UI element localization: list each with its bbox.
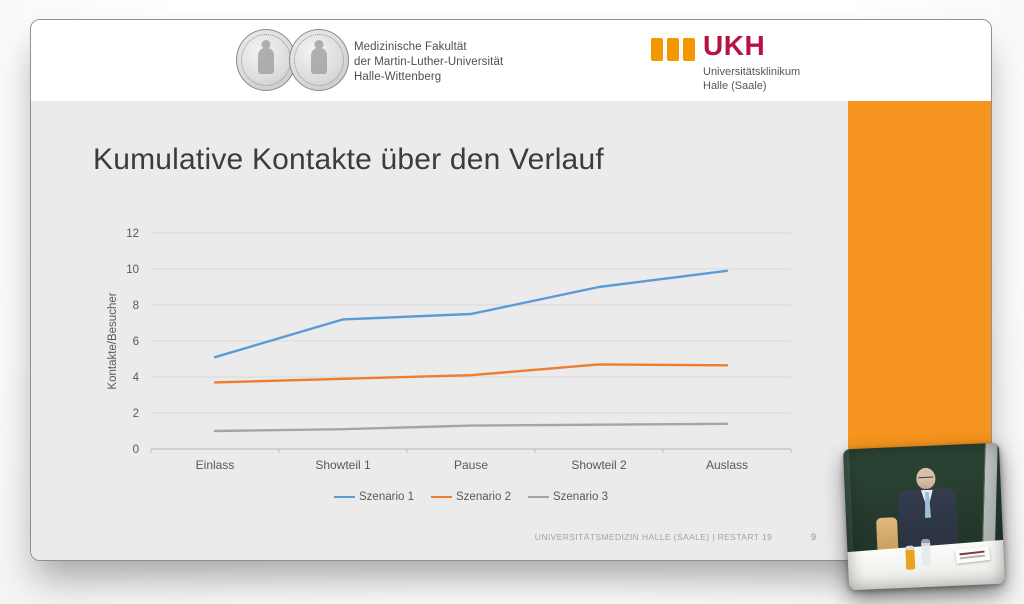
svg-text:Kontakte/Besucher: Kontakte/Besucher bbox=[107, 292, 119, 389]
svg-text:0: 0 bbox=[133, 444, 139, 456]
presentation-window: Medizinische Fakultät der Martin-Luther-… bbox=[30, 19, 992, 561]
svg-text:2: 2 bbox=[133, 408, 139, 420]
slide-title: Kumulative Kontakte über den Verlauf bbox=[93, 143, 604, 176]
ukh-subtitle: Universitätsklinikum Halle (Saale) bbox=[703, 66, 801, 92]
svg-text:Pause: Pause bbox=[454, 458, 488, 472]
svg-text:Auslass: Auslass bbox=[706, 458, 748, 472]
faculty-name: Medizinische Fakultät der Martin-Luther-… bbox=[354, 40, 503, 85]
slide-content: Kumulative Kontakte über den Verlauf 0 2 4… bbox=[31, 101, 991, 560]
faculty-name-line: Halle-Wittenberg bbox=[354, 71, 442, 83]
szenario-1-line-swatch-icon bbox=[334, 495, 356, 499]
speaker-webcam-thumbnail[interactable] bbox=[842, 442, 1006, 591]
faculty-name-line: der Martin-Luther-Universität bbox=[354, 56, 504, 68]
legend-item-szenario-2: Szenario 2 bbox=[431, 491, 511, 503]
svg-text:Showteil 1: Showteil 1 bbox=[315, 458, 371, 472]
svg-text:Showteil 2: Showteil 2 bbox=[571, 458, 627, 472]
slide-header-band: Medizinische Fakultät der Martin-Luther-… bbox=[31, 20, 991, 101]
svg-text:4: 4 bbox=[133, 372, 140, 384]
svg-text:10: 10 bbox=[126, 264, 139, 276]
svg-text:Einlass: Einlass bbox=[196, 458, 235, 472]
szenario-3-line-swatch-icon bbox=[527, 495, 549, 499]
szenario-2-line-swatch-icon bbox=[431, 495, 452, 499]
footer-text: UNIVERSITÄTSMEDIZIN HALLE (SAALE) | REST… bbox=[534, 532, 773, 542]
legend-item-szenario-1: Szenario 1 bbox=[334, 491, 414, 503]
svg-text:8: 8 bbox=[133, 300, 139, 312]
faculty-name-line: Medizinische Fakultät bbox=[354, 41, 467, 53]
university-seal-icon bbox=[289, 29, 349, 91]
line-chart: 0 2 4 6 8 10 12 Einlass Showteil 1 Pause Showteil … bbox=[107, 228, 792, 472]
webcam-vignette bbox=[843, 443, 1005, 591]
page-number: 9 bbox=[811, 532, 817, 542]
svg-text:12: 12 bbox=[126, 228, 139, 240]
legend-item-szenario-3: Szenario 3 bbox=[527, 491, 608, 503]
svg-text:6: 6 bbox=[133, 336, 139, 348]
ukh-bars-icon bbox=[651, 38, 695, 61]
slide-footer: UNIVERSITÄTSMEDIZIN HALLE (SAALE) | REST… bbox=[31, 532, 991, 546]
chart-legend: Szenario 1 Szenario 2 Szenario 3 bbox=[151, 491, 791, 503]
university-seal-icon bbox=[236, 29, 296, 91]
ukh-acronym: UKH bbox=[703, 30, 766, 61]
